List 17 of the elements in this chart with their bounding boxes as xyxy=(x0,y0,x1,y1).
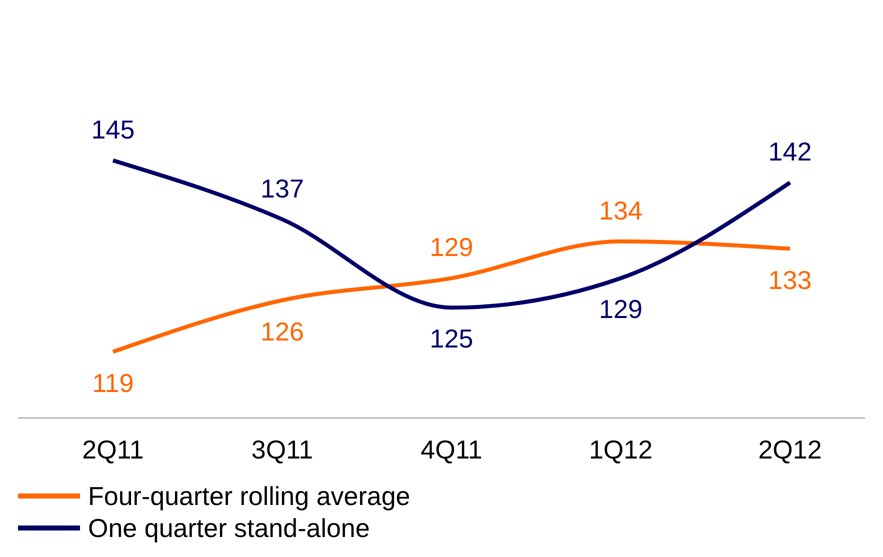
data-label: 129 xyxy=(430,232,474,262)
data-label: 129 xyxy=(599,294,642,324)
legend-label: Four-quarter rolling average xyxy=(88,480,410,512)
data-label: 133 xyxy=(768,264,812,295)
x-tick-label: 3Q11 xyxy=(251,434,314,464)
data-label: 119 xyxy=(92,368,134,398)
x-tick-label: 2Q12 xyxy=(758,434,822,464)
legend-label: One quarter stand-alone xyxy=(88,512,370,544)
x-tick-label: 1Q12 xyxy=(588,434,653,464)
data-label: 137 xyxy=(260,173,304,204)
data-label: 125 xyxy=(430,324,474,354)
x-tick-label: 2Q11 xyxy=(82,434,144,464)
data-label: 142 xyxy=(768,136,812,167)
data-label: 134 xyxy=(599,195,642,226)
x-tick-label: 4Q11 xyxy=(420,434,482,464)
data-label: 145 xyxy=(91,114,135,144)
data-label: 126 xyxy=(260,316,304,346)
